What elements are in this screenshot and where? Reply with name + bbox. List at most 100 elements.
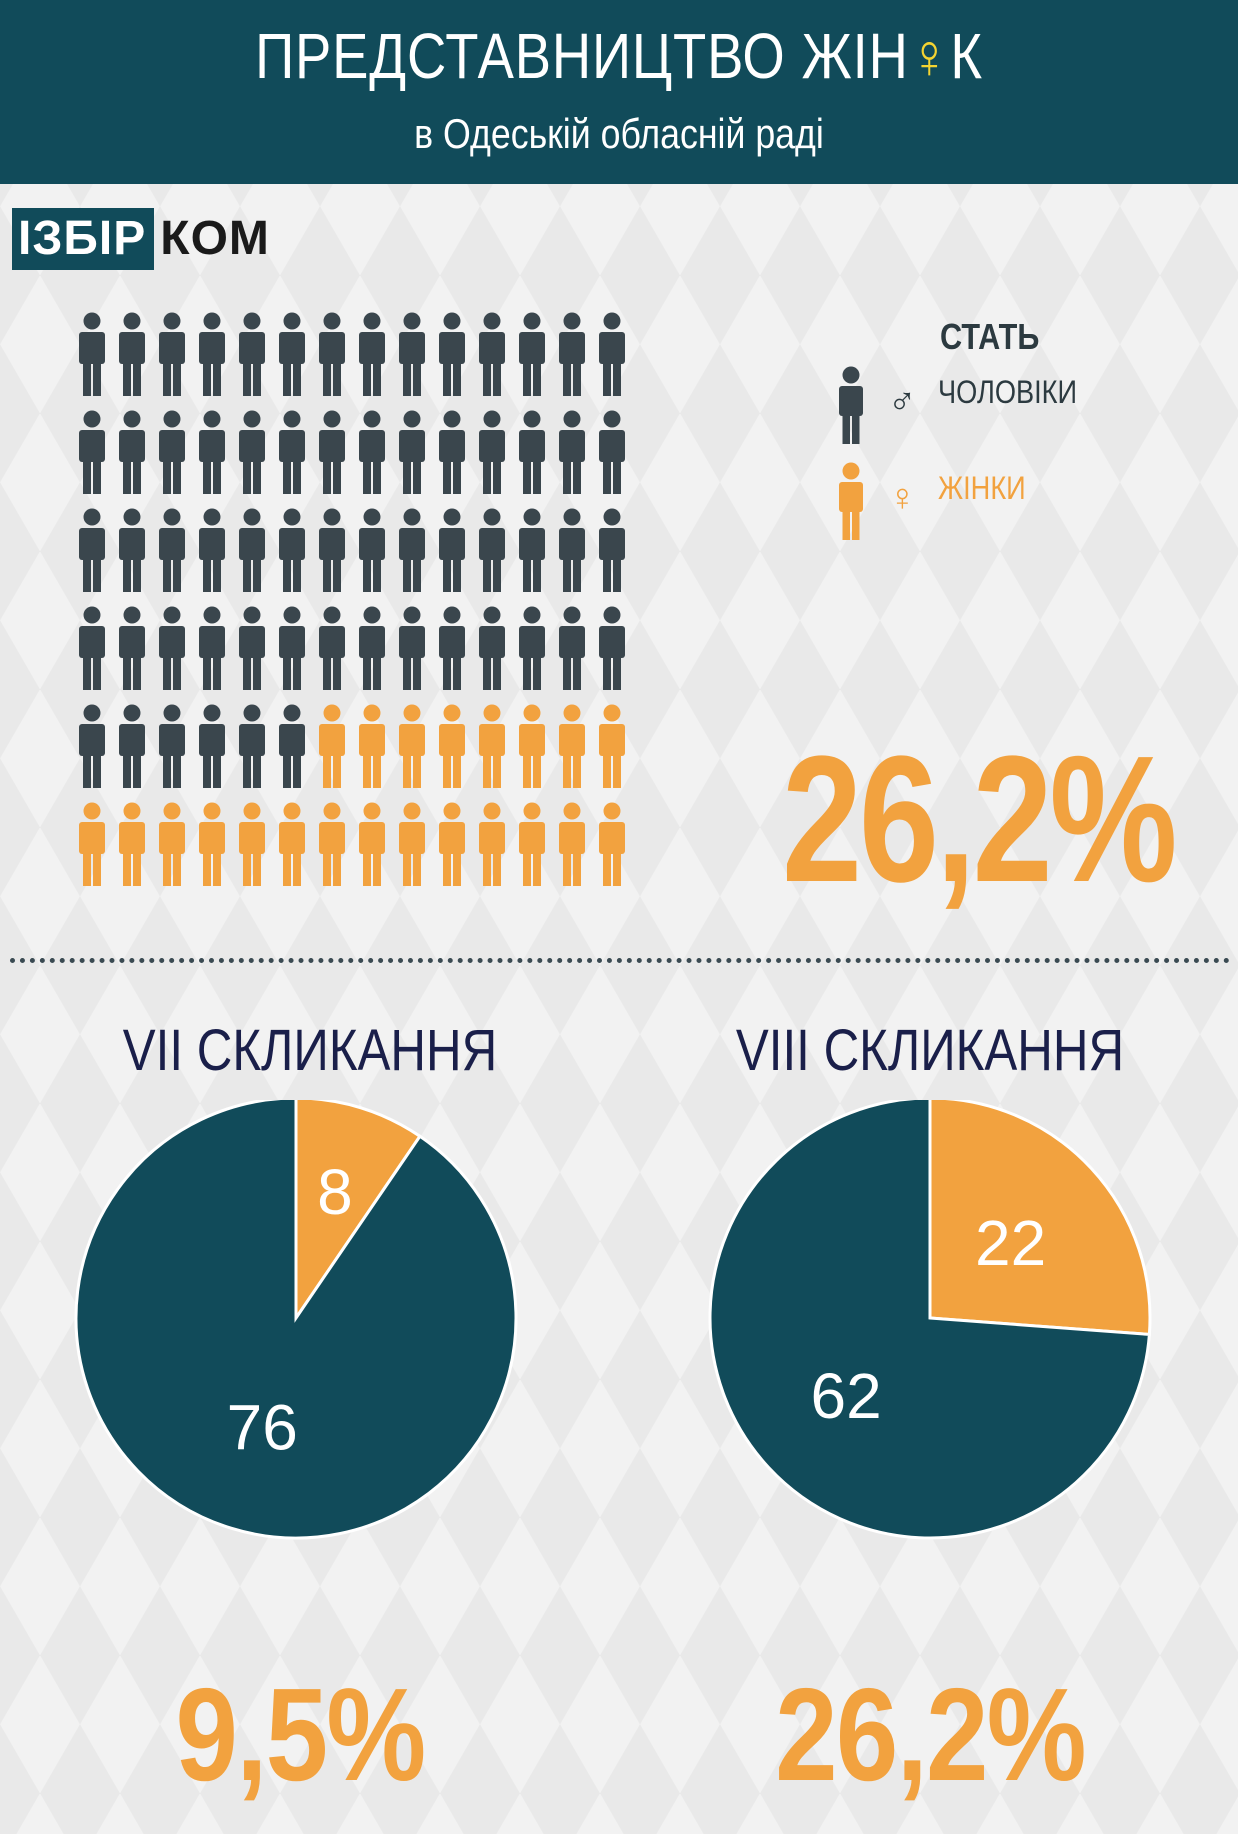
pie-label-women: 22 — [975, 1207, 1046, 1279]
man-figure — [399, 606, 425, 690]
female-symbol-icon: ♀ — [888, 477, 917, 519]
man-figure — [559, 312, 585, 396]
term-7-title: VII СКЛИКАННЯ — [122, 1018, 498, 1083]
logo-part-a: ІЗБІР — [12, 208, 155, 270]
pie-charts: 8 76 22 62 — [74, 1100, 1152, 1540]
logo-part-b: КОМ — [160, 212, 270, 265]
page-title: ПРЕДСТАВНИЦТВО ЖІН♀К — [93, 18, 1145, 94]
man-figure — [79, 508, 105, 592]
man-figure — [79, 312, 105, 396]
man-figure — [159, 508, 185, 592]
man-figure — [399, 312, 425, 396]
legend-label-men: ЧОЛОВІКИ — [938, 374, 1078, 410]
term-7-percentage: 9,5% — [175, 1661, 427, 1808]
title-text-end: К — [950, 20, 983, 92]
woman-figure — [199, 802, 225, 886]
man-figure — [199, 410, 225, 494]
woman-figure — [519, 704, 545, 788]
man-figure — [359, 312, 385, 396]
man-figure — [279, 508, 305, 592]
man-figure — [559, 606, 585, 690]
woman-figure — [439, 704, 465, 788]
woman-figure — [599, 704, 625, 788]
man-figure — [199, 606, 225, 690]
header-banner: ПРЕДСТАВНИЦТВО ЖІН♀К в Одеській обласній… — [0, 0, 1238, 184]
man-figure — [519, 606, 545, 690]
woman-figure — [479, 704, 505, 788]
woman-figure — [79, 802, 105, 886]
man-figure — [159, 410, 185, 494]
man-figure — [399, 410, 425, 494]
man-figure — [479, 410, 505, 494]
woman-figure — [599, 802, 625, 886]
man-figure — [559, 410, 585, 494]
woman-figure — [319, 802, 345, 886]
woman-figure — [239, 802, 265, 886]
man-figure — [359, 606, 385, 690]
pie-slice-women — [294, 1100, 423, 1323]
pie-label-men: 62 — [811, 1360, 882, 1432]
man-figure — [279, 606, 305, 690]
term-8-title: VIII СКЛИКАННЯ — [735, 1018, 1125, 1083]
man-figure — [399, 508, 425, 592]
people-grid — [79, 312, 625, 886]
man-figure — [479, 606, 505, 690]
woman-figure — [119, 802, 145, 886]
man-figure — [119, 606, 145, 690]
man-figure — [159, 312, 185, 396]
woman-figure — [559, 802, 585, 886]
pie-label-men: 76 — [227, 1391, 298, 1463]
woman-figure — [319, 704, 345, 788]
woman-figure-icon — [839, 462, 863, 540]
man-figure — [439, 410, 465, 494]
man-figure — [79, 704, 105, 788]
man-figure — [239, 606, 265, 690]
pie-slice-women — [928, 1100, 1152, 1337]
dotted-divider — [10, 958, 1230, 963]
man-figure — [319, 508, 345, 592]
man-figure — [439, 508, 465, 592]
man-figure — [519, 410, 545, 494]
man-figure — [279, 704, 305, 788]
man-figure — [519, 312, 545, 396]
woman-figure — [159, 802, 185, 886]
woman-figure — [359, 704, 385, 788]
man-figure — [119, 704, 145, 788]
man-figure — [239, 508, 265, 592]
man-figure — [159, 606, 185, 690]
current-women-percentage: 26,2% — [782, 719, 1178, 920]
man-figure — [239, 312, 265, 396]
man-figure — [479, 312, 505, 396]
man-figure — [279, 312, 305, 396]
woman-figure — [439, 802, 465, 886]
man-figure — [599, 606, 625, 690]
man-figure — [79, 606, 105, 690]
man-figure — [119, 312, 145, 396]
man-figure — [519, 508, 545, 592]
man-figure — [599, 312, 625, 396]
man-figure — [479, 508, 505, 592]
pie-slice-men — [708, 1100, 1151, 1540]
woman-figure — [399, 802, 425, 886]
woman-figure — [519, 802, 545, 886]
man-figure — [359, 508, 385, 592]
pie-label-women: 8 — [317, 1156, 353, 1228]
man-figure — [119, 508, 145, 592]
legend-label-women: ЖІНКИ — [938, 470, 1026, 506]
man-figure — [239, 704, 265, 788]
term-8-percentage: 26,2% — [775, 1661, 1086, 1808]
man-figure — [159, 704, 185, 788]
woman-figure — [359, 802, 385, 886]
pie-slice-men — [74, 1100, 518, 1540]
page-subtitle: в Одеській обласній раді — [414, 110, 824, 157]
man-figure — [599, 508, 625, 592]
man-figure — [359, 410, 385, 494]
man-figure — [199, 508, 225, 592]
man-figure — [119, 410, 145, 494]
man-figure — [439, 606, 465, 690]
man-figure — [239, 410, 265, 494]
man-figure — [279, 410, 305, 494]
legend-title: СТАТЬ — [940, 316, 1040, 357]
man-figure-icon — [839, 366, 863, 444]
man-figure — [79, 410, 105, 494]
